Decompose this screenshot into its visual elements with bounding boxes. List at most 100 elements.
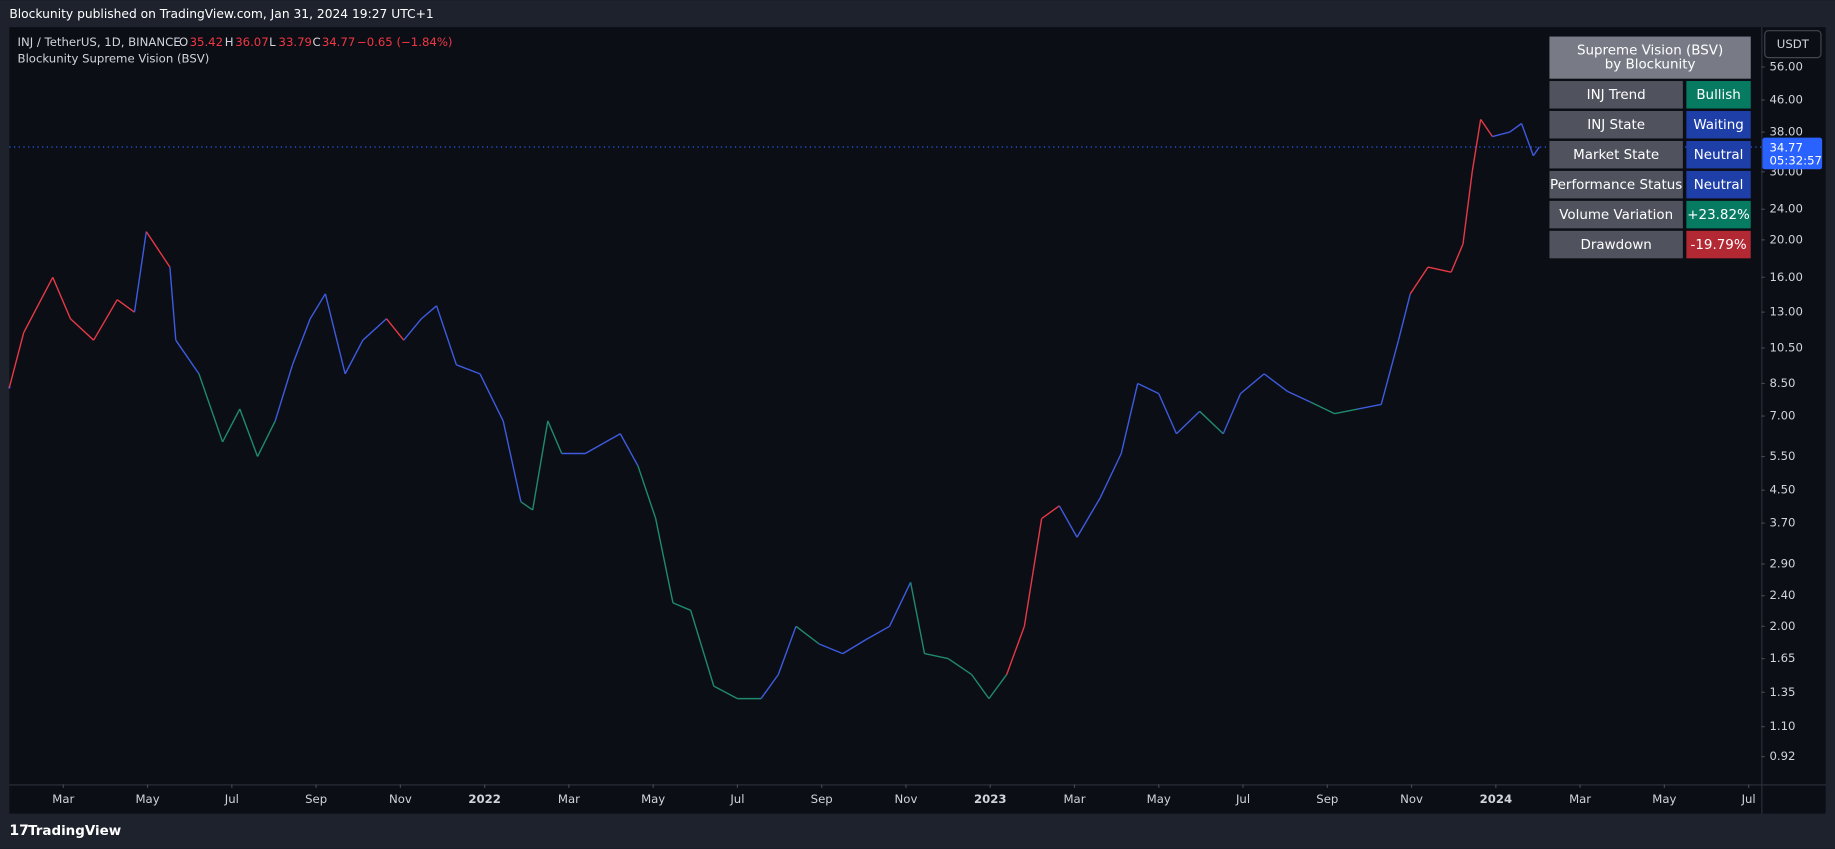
table-label-cell xyxy=(1549,200,1683,229)
price-segment xyxy=(1334,408,1358,415)
currency[interactable]: USDT xyxy=(1777,37,1810,51)
price-segment xyxy=(169,267,177,341)
y-tick-label: 38.00 xyxy=(1769,125,1802,139)
high-value: 36.07 xyxy=(235,35,268,49)
table-title-cell xyxy=(1549,36,1751,79)
y-tick-label: 3.70 xyxy=(1769,516,1795,530)
price-segment xyxy=(239,408,259,457)
open-value: 35.42 xyxy=(190,35,223,49)
table-label: Market State xyxy=(1573,148,1659,163)
price-segment xyxy=(1041,505,1060,520)
table-label: INJ Trend xyxy=(1587,88,1646,103)
table-value-cell xyxy=(1686,110,1751,139)
table-value: Waiting xyxy=(1693,118,1743,133)
price-segment xyxy=(1310,401,1335,415)
table-value: +23.82% xyxy=(1687,208,1750,223)
price-segment xyxy=(777,626,797,675)
price-segment xyxy=(531,420,549,511)
price-segment xyxy=(1006,626,1026,675)
price-segment xyxy=(1137,382,1160,395)
table-title: by Blockunity xyxy=(1605,58,1696,73)
y-tick-label: 4.50 xyxy=(1769,483,1795,497)
price-segment xyxy=(93,299,118,341)
price-segment xyxy=(1450,243,1464,273)
x-tick-label: Mar xyxy=(558,792,580,806)
price-segment xyxy=(1076,497,1101,538)
table-value: -19.79% xyxy=(1691,238,1747,253)
x-tick-label: Mar xyxy=(1569,792,1591,806)
x-tick-label: May xyxy=(641,792,665,806)
table-value: Bullish xyxy=(1696,88,1740,103)
price-segment xyxy=(1222,393,1242,435)
currency-button[interactable] xyxy=(1764,30,1822,59)
x-tick-label: Sep xyxy=(811,792,833,806)
price-segment xyxy=(198,373,224,443)
x-tick-label: May xyxy=(1652,792,1676,806)
price-segment xyxy=(385,318,405,341)
y-tick-label: 13.00 xyxy=(1769,305,1802,319)
y-tick-label: 7.00 xyxy=(1769,409,1795,423)
price-segment xyxy=(1158,393,1178,435)
time-axis xyxy=(9,785,1826,814)
price-segment xyxy=(502,420,522,502)
x-tick-label: Sep xyxy=(1316,792,1338,806)
x-tick-label: 2023 xyxy=(974,792,1007,806)
price-segment xyxy=(1287,390,1312,403)
price-segment xyxy=(924,652,949,660)
close-label: C xyxy=(312,35,320,49)
price-segment xyxy=(547,420,563,454)
price-segment xyxy=(324,293,346,375)
table-value-cell xyxy=(1686,200,1751,229)
legend: INJ / TetherUS, 1D, BINANCE O 35.42 H 36… xyxy=(18,35,453,65)
price-segment xyxy=(1357,403,1382,410)
table-label: Drawdown xyxy=(1580,238,1651,253)
price-segment xyxy=(760,674,779,700)
price-tag-value: 34.77 xyxy=(1769,141,1802,155)
status-table: Supreme Vision (BSV)by Blockunity INJ Tre… xyxy=(1549,36,1751,259)
x-tick-label: Jul xyxy=(1235,792,1250,806)
price-segment xyxy=(1471,119,1482,172)
table-value-cell xyxy=(1686,81,1751,109)
y-tick-label: 56.00 xyxy=(1769,60,1802,74)
x-tick-label: Nov xyxy=(389,792,412,806)
y-tick-label: 20.00 xyxy=(1769,232,1802,246)
y-tick-label: 24.00 xyxy=(1769,202,1802,216)
price-segment xyxy=(584,433,621,455)
price-segment xyxy=(420,305,438,320)
symbol: INJ / TetherUS, 1D, BINANCE xyxy=(18,35,181,49)
x-tick-label: Mar xyxy=(52,792,74,806)
price-segment xyxy=(23,276,54,334)
price-segment xyxy=(1175,410,1201,435)
low-value: 33.79 xyxy=(279,35,312,49)
price-segment xyxy=(362,318,387,341)
price-segment xyxy=(909,582,926,654)
price-segment xyxy=(888,581,912,627)
table-value: Neutral xyxy=(1694,178,1744,193)
y-tick-label: 16.00 xyxy=(1769,270,1802,284)
y-tick-label: 2.90 xyxy=(1769,556,1795,570)
x-tick-label: Mar xyxy=(1063,792,1085,806)
price-segment xyxy=(988,674,1008,700)
table-value-cell xyxy=(1686,230,1751,259)
y-tick-label: 8.50 xyxy=(1769,376,1795,390)
price-segment xyxy=(116,299,135,313)
price-segment xyxy=(637,465,657,519)
price-segment xyxy=(672,602,691,611)
price-segment xyxy=(655,518,674,603)
price-tag xyxy=(1762,137,1823,170)
plot-area xyxy=(9,27,1762,785)
x-tick-label: May xyxy=(1147,792,1171,806)
price-segment xyxy=(795,625,820,645)
price-segment xyxy=(69,318,95,341)
price-segment xyxy=(866,625,890,641)
low-label: L xyxy=(269,35,276,49)
open-label: O xyxy=(179,35,188,49)
plot: 56.0046.0038.0030.0024.0020.0016.0013.00… xyxy=(8,60,1823,806)
price-segment xyxy=(456,364,481,375)
table-label-cell xyxy=(1549,81,1683,109)
price-segment xyxy=(479,373,504,422)
y-tick-label: 0.92 xyxy=(1769,749,1795,763)
high-label: H xyxy=(225,35,234,49)
price-segment xyxy=(1120,383,1139,454)
